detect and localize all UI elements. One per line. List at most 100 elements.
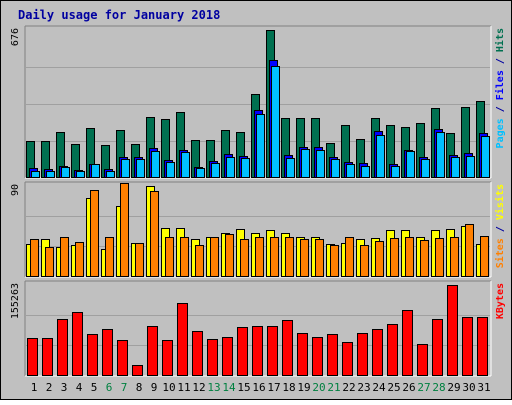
bar-pages-day-6 bbox=[106, 171, 115, 178]
y-max-label: 155263 bbox=[10, 283, 21, 319]
bar-sites-day-18 bbox=[285, 237, 294, 277]
bar-kbytes-day-13 bbox=[207, 339, 218, 376]
bar-pages-day-26 bbox=[406, 151, 415, 178]
bar-pages-day-18 bbox=[286, 158, 295, 178]
bar-pages-day-2 bbox=[46, 171, 55, 178]
bar-sites-day-27 bbox=[420, 240, 429, 277]
legend-separator: / bbox=[495, 220, 506, 238]
day-label-30: 30 bbox=[462, 381, 475, 394]
day-label-1: 1 bbox=[31, 381, 38, 394]
day-label-14: 14 bbox=[222, 381, 236, 394]
bar-sites-day-17 bbox=[270, 237, 279, 277]
bar-kbytes-day-10 bbox=[162, 340, 173, 376]
legend-entry-kbytes: KBytes bbox=[495, 283, 506, 319]
bar-kbytes-day-30 bbox=[462, 317, 473, 376]
day-label-20: 20 bbox=[312, 381, 325, 394]
legend-entry-hits: Hits bbox=[494, 28, 506, 52]
bar-pages-day-22 bbox=[346, 164, 355, 178]
bar-sites-day-10 bbox=[165, 237, 174, 277]
bar-sites-day-2 bbox=[45, 247, 54, 277]
bar-pages-day-27 bbox=[421, 159, 430, 178]
bar-kbytes-day-27 bbox=[417, 344, 428, 376]
day-label-23: 23 bbox=[357, 381, 370, 394]
panel-hits_files_pages: 676 Pages / Files / Hits bbox=[10, 25, 506, 179]
legend-separator: / bbox=[495, 100, 506, 118]
bar-sites-day-22 bbox=[345, 237, 354, 277]
y-max-label: 90 bbox=[10, 184, 21, 196]
legend-entry-sites: Sites bbox=[494, 238, 506, 268]
bar-sites-day-1 bbox=[30, 239, 39, 277]
legend-hits_files_pages: Pages / Files / Hits bbox=[494, 28, 506, 148]
day-label-27: 27 bbox=[417, 381, 430, 394]
legend-kbytes: KBytes bbox=[495, 283, 506, 319]
day-label-19: 19 bbox=[297, 381, 310, 394]
bar-kbytes-day-29 bbox=[447, 285, 458, 376]
bar-sites-day-15 bbox=[240, 239, 249, 277]
bar-sites-day-21 bbox=[330, 245, 339, 277]
bar-pages-day-7 bbox=[121, 159, 130, 178]
bar-pages-day-29 bbox=[451, 157, 460, 178]
bar-sites-day-23 bbox=[360, 245, 369, 277]
bar-pages-day-17 bbox=[271, 66, 280, 178]
bar-sites-day-28 bbox=[435, 238, 444, 277]
day-label-31: 31 bbox=[477, 381, 490, 394]
bar-pages-day-4 bbox=[76, 171, 85, 178]
bar-sites-day-9 bbox=[150, 191, 159, 277]
bar-pages-day-5 bbox=[91, 164, 100, 178]
bar-sites-day-24 bbox=[375, 241, 384, 277]
legend-entry-pages: Pages bbox=[495, 118, 506, 148]
legend-visits_sites: Sites / Visits bbox=[494, 184, 506, 268]
y-max-label: 676 bbox=[10, 28, 21, 46]
bar-kbytes-day-2 bbox=[42, 338, 53, 376]
day-labels: 1 2 3 4 5 6 7 8 9 10 11 12 13 14 15 16 17 18 19 20 21 22 23 24 2… bbox=[31, 381, 491, 394]
day-label-24: 24 bbox=[372, 381, 386, 394]
bar-pages-day-19 bbox=[301, 149, 310, 178]
bar-pages-day-15 bbox=[241, 158, 250, 178]
day-label-11: 11 bbox=[177, 381, 190, 394]
day-label-9: 9 bbox=[151, 381, 158, 394]
day-label-8: 8 bbox=[136, 381, 143, 394]
day-label-16: 16 bbox=[252, 381, 265, 394]
bar-kbytes-day-1 bbox=[27, 338, 38, 376]
bar-kbytes-day-25 bbox=[387, 324, 398, 376]
bar-pages-day-13 bbox=[211, 163, 220, 178]
bar-kbytes-day-28 bbox=[432, 319, 443, 376]
bar-pages-day-1 bbox=[31, 171, 40, 178]
day-label-13: 13 bbox=[207, 381, 220, 394]
bar-sites-day-3 bbox=[60, 237, 69, 277]
bar-kbytes-day-31 bbox=[477, 317, 488, 376]
day-label-25: 25 bbox=[387, 381, 400, 394]
bar-sites-day-16 bbox=[255, 237, 264, 277]
day-label-5: 5 bbox=[91, 381, 98, 394]
legend-entry-files: Files bbox=[494, 70, 506, 100]
day-label-4: 4 bbox=[76, 381, 83, 394]
day-label-7: 7 bbox=[121, 381, 128, 394]
bar-pages-day-16 bbox=[256, 114, 265, 178]
bar-pages-day-28 bbox=[436, 132, 445, 178]
bar-sites-day-6 bbox=[105, 237, 114, 277]
bar-pages-day-3 bbox=[61, 167, 70, 178]
bar-sites-day-25 bbox=[390, 238, 399, 277]
bar-sites-day-26 bbox=[405, 237, 414, 277]
bar-pages-day-21 bbox=[331, 159, 340, 178]
bar-sites-day-8 bbox=[135, 243, 144, 277]
bar-sites-day-19 bbox=[300, 239, 309, 277]
day-label-10: 10 bbox=[162, 381, 175, 394]
day-label-21: 21 bbox=[327, 381, 340, 394]
legend-separator: / bbox=[495, 52, 506, 70]
bar-sites-day-31 bbox=[480, 236, 489, 277]
bar-pages-day-10 bbox=[166, 162, 175, 178]
bar-sites-day-12 bbox=[195, 245, 204, 277]
panel-visits_sites: 90 Sites / Visits bbox=[10, 181, 506, 278]
bar-kbytes-day-23 bbox=[357, 333, 368, 376]
bar-kbytes-day-3 bbox=[57, 319, 68, 376]
bar-kbytes-day-5 bbox=[87, 334, 98, 376]
bar-kbytes-day-26 bbox=[402, 310, 413, 376]
bar-kbytes-day-18 bbox=[282, 320, 293, 376]
bar-kbytes-day-4 bbox=[72, 312, 83, 376]
bar-kbytes-day-6 bbox=[102, 329, 113, 376]
bar-sites-day-14 bbox=[225, 234, 234, 277]
day-label-6: 6 bbox=[106, 381, 113, 394]
bar-kbytes-day-22 bbox=[342, 342, 353, 376]
bar-pages-day-12 bbox=[196, 168, 205, 178]
